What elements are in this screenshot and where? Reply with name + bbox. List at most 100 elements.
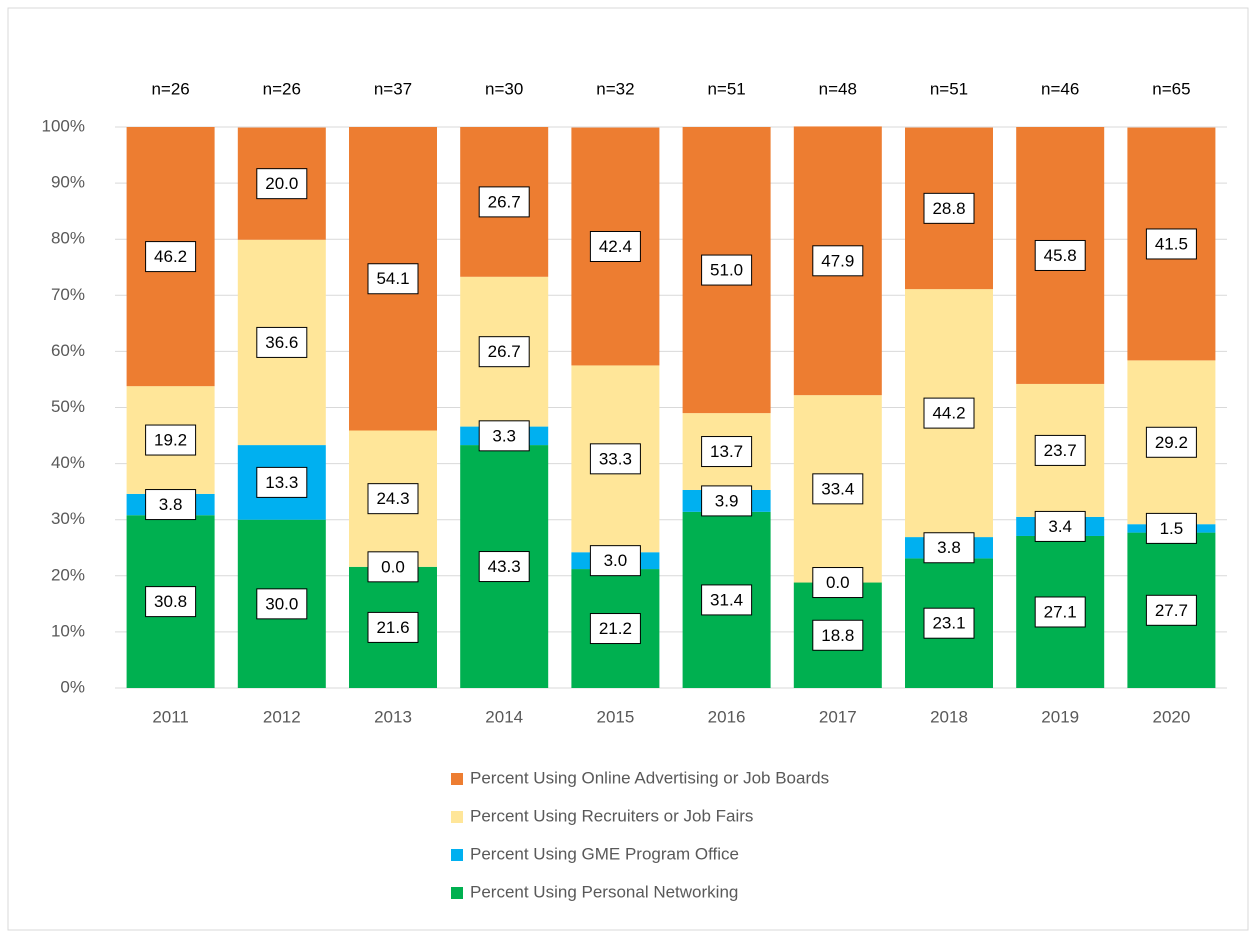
data-label: 33.4 bbox=[821, 479, 854, 498]
data-label: 3.8 bbox=[937, 538, 961, 557]
data-label-box bbox=[589, 613, 641, 645]
y-tick-label: 30% bbox=[51, 509, 85, 528]
data-label: 45.8 bbox=[1044, 246, 1077, 265]
data-label: 23.7 bbox=[1044, 441, 1077, 460]
x-tick-label: 2013 bbox=[374, 707, 412, 726]
data-label: 51.0 bbox=[710, 261, 743, 280]
data-label: 46.2 bbox=[154, 247, 187, 266]
sample-size: n=46 bbox=[1041, 79, 1079, 98]
legend-swatch bbox=[451, 773, 463, 785]
legend-label: Percent Using Recruiters or Job Fairs bbox=[470, 806, 753, 825]
data-label-box bbox=[1034, 434, 1086, 466]
data-label: 3.3 bbox=[492, 426, 516, 445]
sample-size: n=26 bbox=[151, 79, 189, 98]
data-label-box bbox=[923, 607, 975, 639]
data-label-box bbox=[701, 254, 753, 286]
data-label: 0.0 bbox=[381, 557, 405, 576]
data-label-box bbox=[478, 420, 530, 452]
sample-size: n=32 bbox=[596, 79, 634, 98]
legend-swatch bbox=[451, 811, 463, 823]
data-label: 3.9 bbox=[715, 491, 739, 510]
x-tick-label: 2017 bbox=[819, 707, 857, 726]
data-label: 3.8 bbox=[159, 495, 183, 514]
data-label: 42.4 bbox=[599, 237, 632, 256]
data-label-box bbox=[701, 436, 753, 468]
sample-size: n=65 bbox=[1152, 79, 1190, 98]
data-label-box bbox=[701, 584, 753, 616]
data-label: 21.2 bbox=[599, 619, 632, 638]
data-label-box bbox=[923, 192, 975, 224]
y-tick-label: 80% bbox=[51, 229, 85, 248]
data-label-box bbox=[812, 473, 864, 505]
data-label-box bbox=[812, 567, 864, 599]
sample-size: n=37 bbox=[374, 79, 412, 98]
x-tick-label: 2015 bbox=[596, 707, 634, 726]
data-label: 18.8 bbox=[821, 626, 854, 645]
data-label-box bbox=[367, 551, 419, 583]
legend-label: Percent Using Personal Networking bbox=[470, 882, 738, 901]
data-label-box bbox=[923, 532, 975, 564]
data-label: 47.9 bbox=[821, 251, 854, 270]
data-label-box bbox=[256, 588, 308, 620]
x-tick-label: 2019 bbox=[1041, 707, 1079, 726]
data-label: 13.3 bbox=[265, 473, 298, 492]
sample-size: n=30 bbox=[485, 79, 523, 98]
data-label-box bbox=[256, 466, 308, 498]
data-label: 54.1 bbox=[376, 269, 409, 288]
y-tick-label: 70% bbox=[51, 285, 85, 304]
data-label: 26.7 bbox=[488, 342, 521, 361]
data-label: 3.0 bbox=[604, 551, 628, 570]
data-label-box bbox=[1034, 239, 1086, 271]
data-label-box bbox=[589, 545, 641, 577]
data-label-box bbox=[256, 326, 308, 358]
y-tick-label: 0% bbox=[60, 677, 85, 696]
y-tick-label: 60% bbox=[51, 341, 85, 360]
data-label: 26.7 bbox=[488, 192, 521, 211]
data-label-box bbox=[1145, 228, 1197, 260]
data-label-box bbox=[478, 336, 530, 368]
data-label-box bbox=[589, 443, 641, 475]
data-label-box bbox=[1145, 512, 1197, 544]
data-label: 20.0 bbox=[265, 174, 298, 193]
data-label: 23.1 bbox=[932, 614, 965, 633]
legend-label: Percent Using GME Program Office bbox=[470, 844, 739, 863]
data-label-box bbox=[1145, 594, 1197, 626]
data-label-box bbox=[701, 485, 753, 517]
y-tick-label: 20% bbox=[51, 565, 85, 584]
data-label-box bbox=[145, 424, 197, 456]
data-label: 28.8 bbox=[932, 199, 965, 218]
data-label: 41.5 bbox=[1155, 234, 1188, 253]
data-label: 33.3 bbox=[599, 449, 632, 468]
sample-size: n=48 bbox=[819, 79, 857, 98]
data-label-box bbox=[145, 241, 197, 273]
data-label: 0.0 bbox=[826, 573, 850, 592]
sample-size: n=26 bbox=[263, 79, 301, 98]
data-label: 24.3 bbox=[376, 489, 409, 508]
sample-size: n=51 bbox=[707, 79, 745, 98]
data-label: 27.1 bbox=[1044, 602, 1077, 621]
data-label: 21.6 bbox=[376, 618, 409, 637]
data-label: 19.2 bbox=[154, 431, 187, 450]
y-tick-label: 10% bbox=[51, 621, 85, 640]
data-label: 1.5 bbox=[1160, 519, 1184, 538]
data-label: 36.6 bbox=[265, 333, 298, 352]
data-label-box bbox=[478, 186, 530, 218]
data-label-box bbox=[367, 483, 419, 515]
y-tick-label: 40% bbox=[51, 453, 85, 472]
sample-size: n=51 bbox=[930, 79, 968, 98]
data-label-box bbox=[145, 586, 197, 618]
data-label-box bbox=[812, 619, 864, 651]
legend-label: Percent Using Online Advertising or Job … bbox=[470, 768, 829, 787]
x-tick-label: 2020 bbox=[1152, 707, 1190, 726]
data-label: 43.3 bbox=[488, 557, 521, 576]
data-label-box bbox=[256, 168, 308, 200]
data-label-box bbox=[145, 489, 197, 521]
data-label-box bbox=[1145, 426, 1197, 458]
data-label-box bbox=[478, 551, 530, 583]
data-label-box bbox=[923, 397, 975, 429]
data-label-box bbox=[367, 263, 419, 295]
x-tick-label: 2012 bbox=[263, 707, 301, 726]
data-label-box bbox=[1034, 596, 1086, 628]
data-label: 30.0 bbox=[265, 594, 298, 613]
